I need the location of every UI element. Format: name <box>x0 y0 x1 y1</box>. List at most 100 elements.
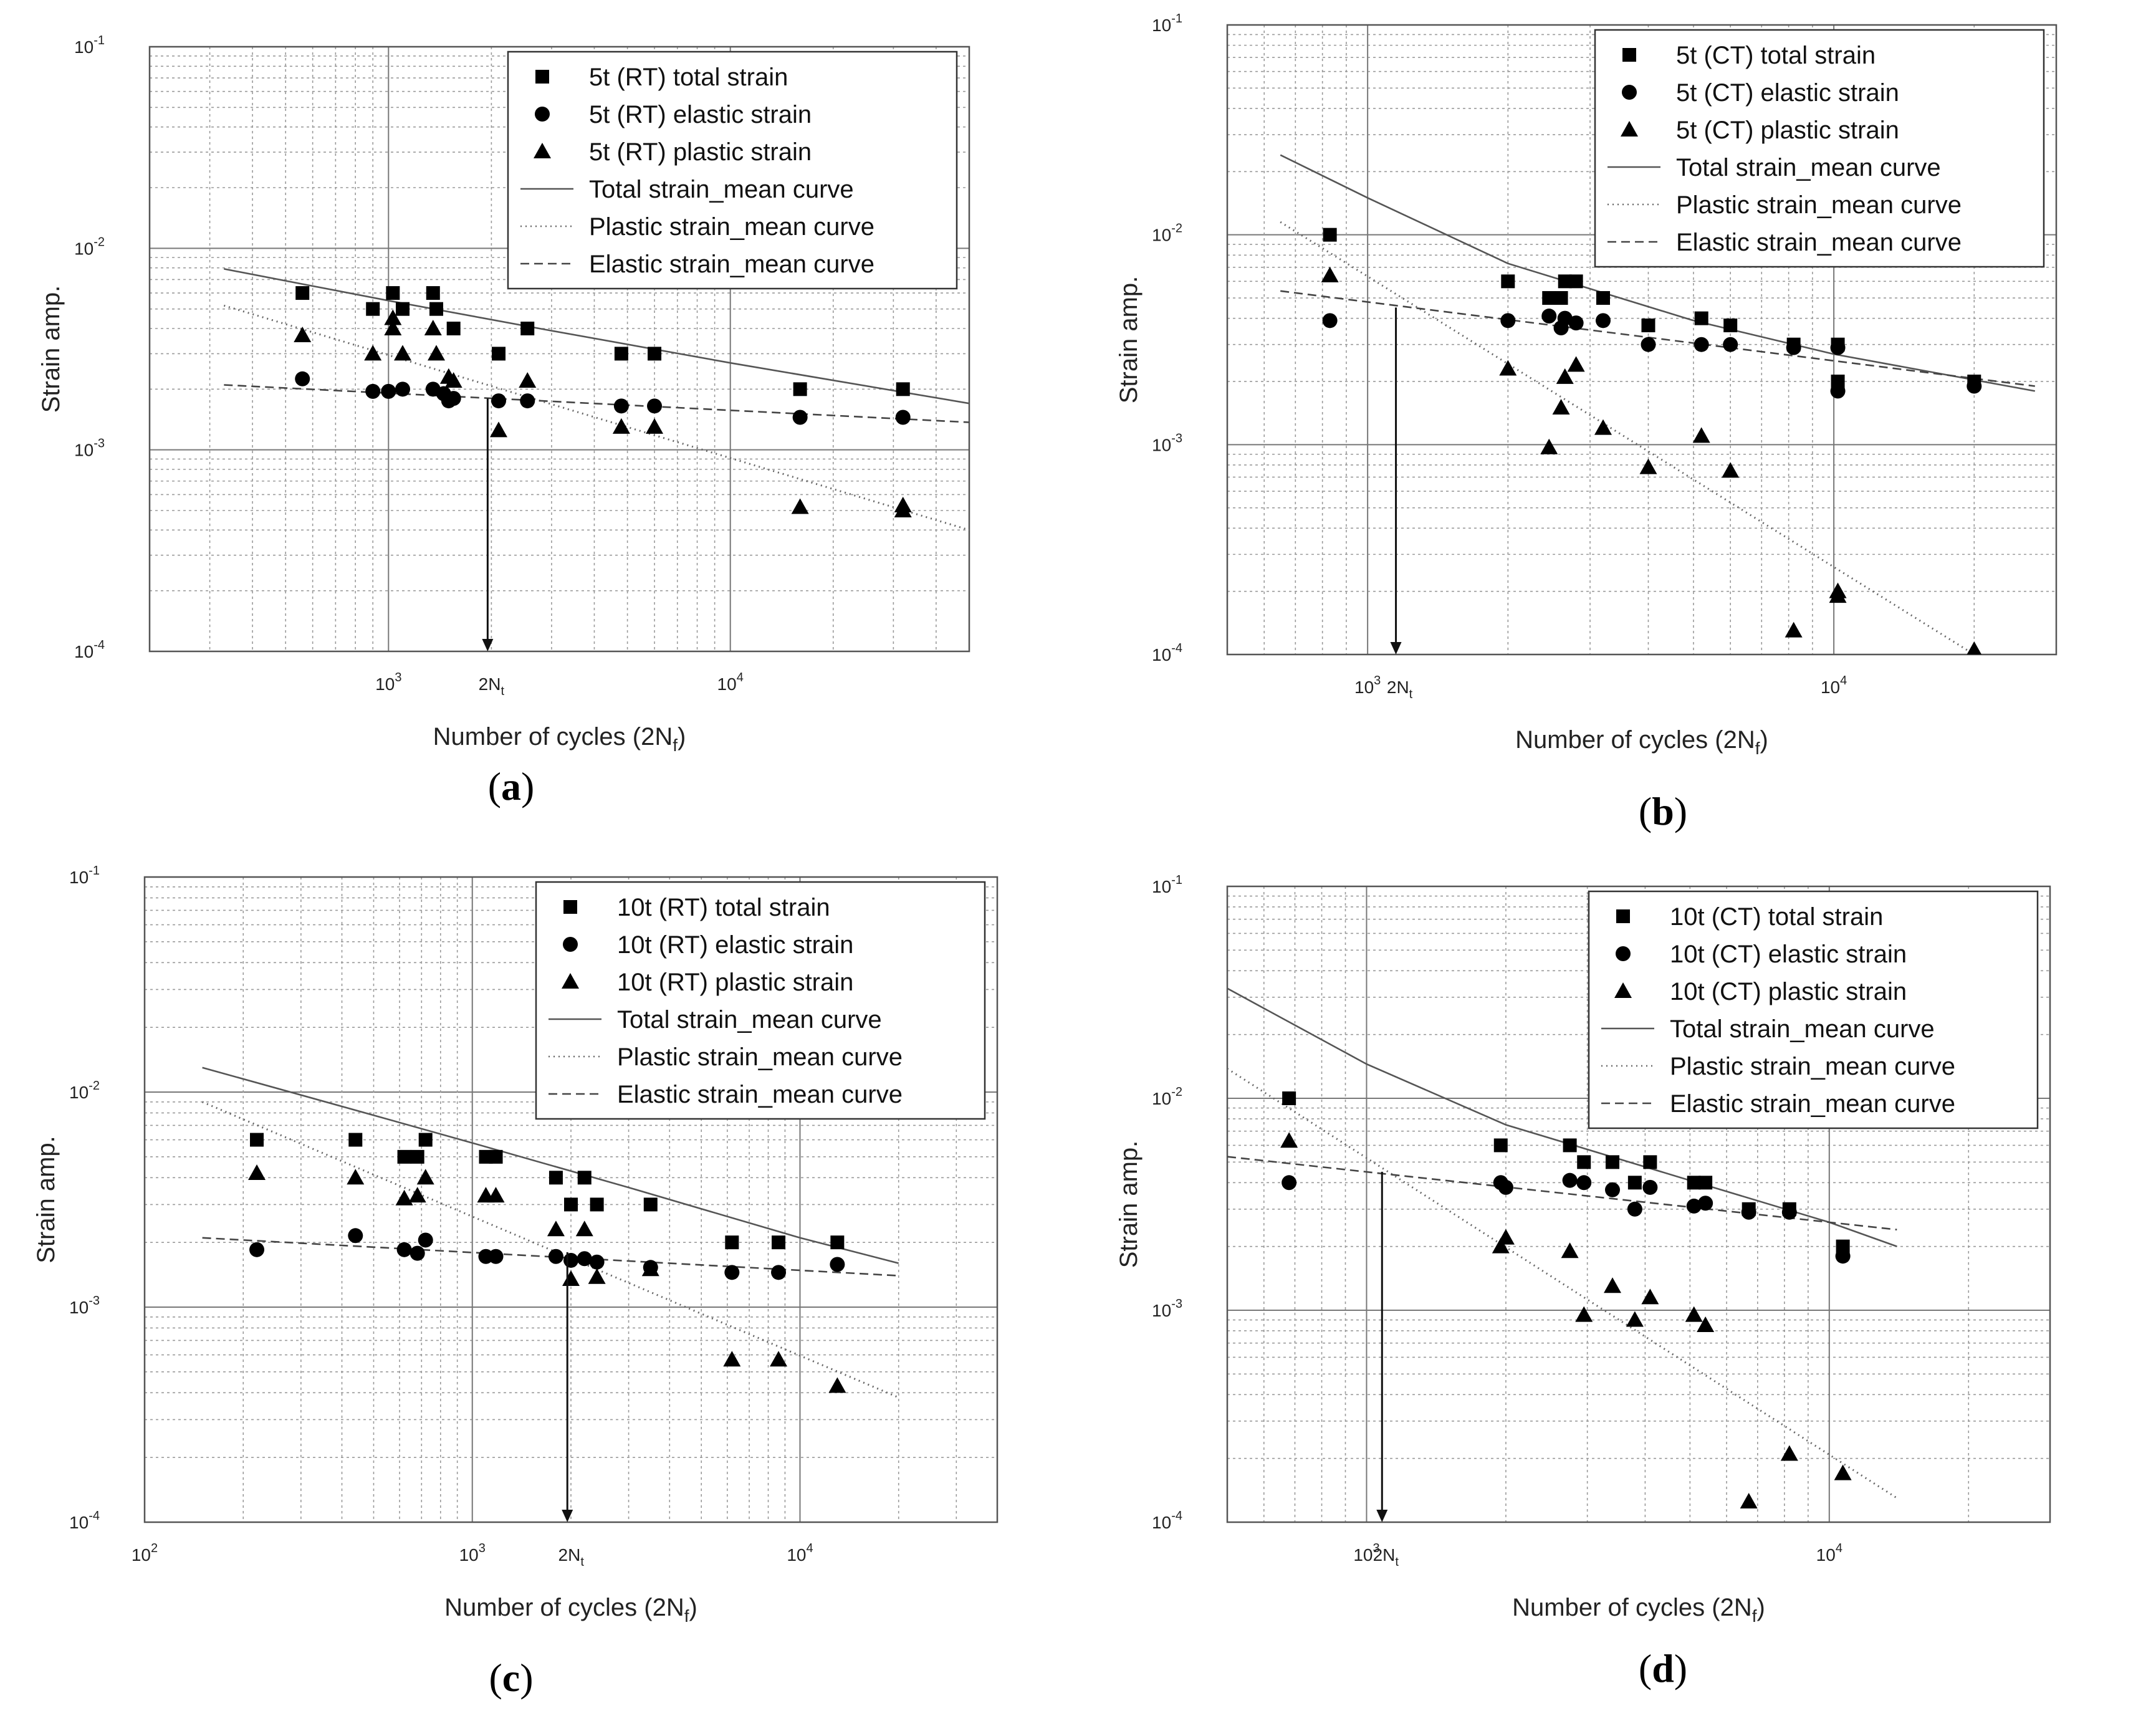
data-point-circle <box>771 1265 787 1280</box>
data-point-square <box>535 70 549 84</box>
y-tick-label: 10-4 <box>74 638 105 661</box>
data-point-circle <box>1967 378 1982 394</box>
x-axis-label: Number of cycles (2Nf) <box>1515 726 1768 758</box>
legend-label: Plastic strain_mean curve <box>589 213 874 241</box>
legend-item: 10t (CT) plastic strain <box>1614 978 1907 1005</box>
series-circle <box>249 1228 845 1280</box>
annotation-label: 2Nt <box>479 674 505 698</box>
legend-item: Total strain_mean curve <box>549 1006 882 1033</box>
legend-item: Total strain_mean curve <box>1601 1015 1935 1043</box>
x-axis-label: Number of cycles (2Nf) <box>433 723 686 755</box>
annotation-subscript: t <box>501 684 504 698</box>
x-tick-exponent: 2 <box>151 1541 158 1555</box>
series-square <box>1323 228 1981 388</box>
data-point-circle <box>410 1245 425 1261</box>
caption-letter: a <box>501 764 521 808</box>
data-point-triangle <box>428 345 446 361</box>
data-point-square <box>295 286 310 300</box>
legend-item: Elastic strain_mean curve <box>520 251 874 278</box>
annotation-subscript: t <box>580 1555 584 1569</box>
plot-area <box>1227 987 1898 1509</box>
legend-item: 5t (RT) plastic strain <box>534 138 812 166</box>
data-point-square <box>564 1197 578 1212</box>
data-point-circle <box>1605 1182 1621 1197</box>
data-point-circle <box>365 383 381 399</box>
data-point-triangle <box>1492 1237 1510 1254</box>
data-point-circle <box>792 410 808 425</box>
data-point-square <box>1577 1155 1591 1169</box>
plot-area <box>202 1067 899 1399</box>
data-point-triangle <box>519 372 537 388</box>
x-tick-label: 103 <box>375 671 401 694</box>
legend-label: Total strain_mean curve <box>617 1006 882 1033</box>
y-tick-exponent: -3 <box>93 437 105 451</box>
data-point-square <box>1542 291 1556 305</box>
y-tick-label: 10-2 <box>69 1079 100 1102</box>
mean-curve-dotted <box>223 304 969 531</box>
data-point-triangle <box>1685 1306 1703 1322</box>
y-axis-label: Strain amp. <box>32 1136 60 1263</box>
y-tick-label: 10-2 <box>1152 1085 1182 1108</box>
data-point-square <box>446 322 461 336</box>
plot-frame <box>1226 885 2051 1523</box>
legend-label: 5t (CT) elastic strain <box>1676 79 1899 107</box>
caption-d: (d) <box>1638 1646 1688 1690</box>
data-point-triangle <box>1497 1229 1515 1245</box>
data-point-triangle <box>347 1169 365 1185</box>
x-axis-label: Number of cycles (2Nf) <box>1512 1594 1765 1626</box>
data-point-triangle <box>1785 621 1803 638</box>
mean-curve-solid <box>202 1067 899 1264</box>
x-axis-label-subscript: f <box>684 1606 689 1626</box>
data-point-square <box>1323 228 1337 242</box>
data-point-square <box>725 1235 739 1250</box>
y-axis-label: Strain amp. <box>1115 1141 1143 1268</box>
caption-letter: b <box>1652 789 1674 833</box>
data-point-square <box>396 302 410 316</box>
data-point-square <box>772 1235 786 1250</box>
y-tick-label: 10-3 <box>69 1294 100 1317</box>
y-tick-exponent: -4 <box>93 638 105 652</box>
legend-label: Elastic strain_mean curve <box>1670 1090 1955 1118</box>
legend-item: Plastic strain_mean curve <box>520 213 874 241</box>
legend: 10t (RT) total strain 10t (RT) elastic st… <box>535 881 986 1120</box>
data-point-circle <box>1835 1249 1851 1264</box>
y-tick-label: 10-4 <box>69 1509 100 1532</box>
legend-item: 5t (CT) elastic strain <box>1622 79 1899 107</box>
data-point-square <box>1641 319 1655 333</box>
data-point-circle <box>348 1228 363 1244</box>
data-point-circle <box>1576 1175 1592 1191</box>
data-point-square <box>348 1133 363 1147</box>
data-point-circle <box>1694 337 1709 352</box>
data-point-triangle <box>1321 266 1339 282</box>
plot-frame <box>148 46 970 653</box>
data-point-triangle <box>1641 1288 1659 1305</box>
data-point-circle <box>520 393 535 409</box>
y-tick-label: 10-1 <box>74 34 105 57</box>
series-circle <box>295 371 911 425</box>
data-point-square <box>577 1171 592 1185</box>
mean-curve-dotted <box>1280 221 1975 654</box>
y-axis-label: Strain amp. <box>1115 276 1143 404</box>
x-tick-label: 104 <box>1816 1541 1842 1565</box>
y-tick-label: 10-4 <box>1152 1509 1182 1532</box>
mean-curve-dotted <box>1227 1068 1898 1499</box>
data-point-triangle <box>1499 360 1517 376</box>
data-point-triangle <box>1561 1242 1579 1259</box>
data-point-square <box>648 347 662 361</box>
x-tick-label: 104 <box>717 671 744 694</box>
data-point-circle <box>418 1232 433 1248</box>
legend-item: Elastic strain_mean curve <box>1601 1090 1955 1118</box>
caption-b: (b) <box>1638 789 1688 833</box>
legend-item: 10t (CT) total strain <box>1616 903 1883 931</box>
data-point-circle <box>1698 1196 1713 1211</box>
legend-item: Total strain_mean curve <box>1607 154 1941 181</box>
y-axis-label: Strain amp. <box>37 285 65 413</box>
legend-label: 5t (RT) total strain <box>589 64 788 91</box>
y-tick-label: 10-1 <box>1152 12 1182 35</box>
y-tick-exponent: -3 <box>1171 1297 1182 1311</box>
y-tick-label: 10-2 <box>1152 222 1182 245</box>
x-tick-exponent: 3 <box>479 1541 486 1555</box>
legend-item: 10t (RT) plastic strain <box>562 969 853 996</box>
annotation-arrow-head <box>1390 642 1402 654</box>
data-point-square <box>520 322 535 336</box>
